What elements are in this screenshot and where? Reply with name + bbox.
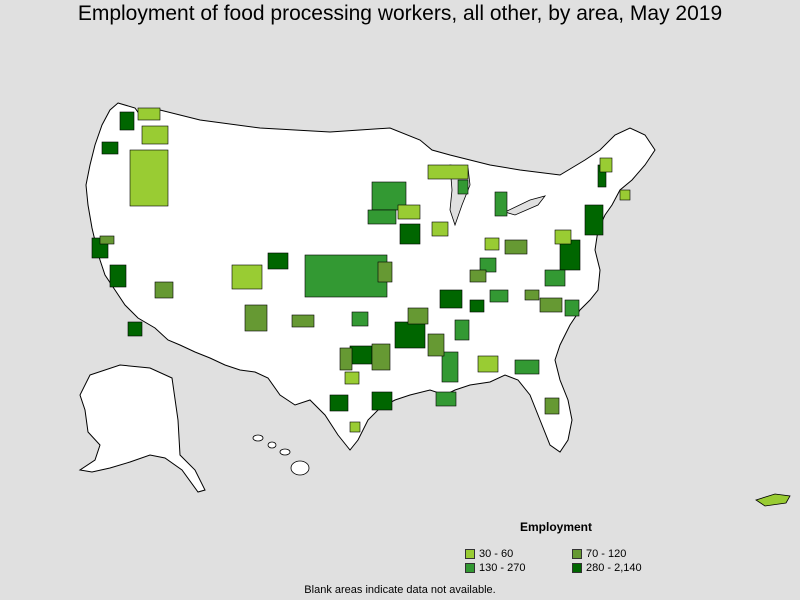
footnote: Blank areas indicate data not available. (304, 584, 496, 596)
legend-title: Employment (520, 520, 593, 534)
lake-erie-shape (503, 195, 547, 216)
hawaii-shape (252, 434, 310, 476)
legend-item-280-2140: 280 - 2,140 (572, 562, 642, 574)
legend-label-280-2140: 280 - 2,140 (586, 562, 642, 574)
legend-swatch-280-2140 (572, 563, 582, 573)
legend-item-70-120: 70 - 120 (572, 548, 626, 560)
legend-label-30-60: 30 - 60 (479, 548, 514, 560)
map-title: Employment of food processing workers, a… (77, 2, 723, 25)
alaska-shape (78, 364, 206, 493)
legend-swatch-70-120 (572, 549, 582, 559)
legend-item-130-270: 130 - 270 (465, 562, 525, 574)
legend-swatch-30-60 (465, 549, 475, 559)
legend-swatch-130-270 (465, 563, 475, 573)
legend-label-130-270: 130 - 270 (479, 562, 526, 574)
data-areas (91, 107, 631, 433)
legend-item-30-60: 30 - 60 (465, 548, 513, 560)
puerto-rico-shape (755, 493, 791, 507)
legend-label-70-120: 70 - 120 (586, 548, 627, 560)
